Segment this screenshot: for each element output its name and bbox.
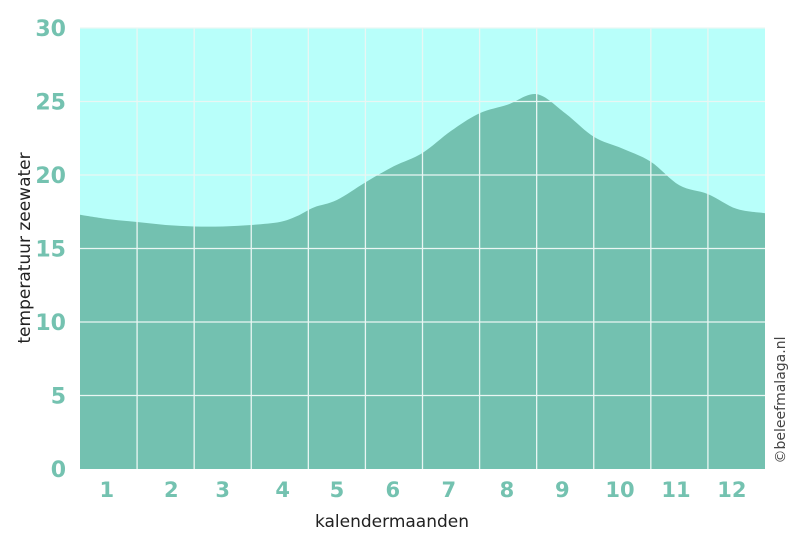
y-tick-label: 5 [51, 385, 66, 410]
x-tick-label: 12 [717, 478, 746, 502]
y-tick-label: 15 [35, 238, 66, 263]
credit-text: ©beleefmalaga.nl [773, 337, 789, 464]
x-tick-label: 2 [164, 478, 179, 502]
x-tick-label: 4 [275, 478, 290, 502]
y-tick-label: 10 [35, 311, 66, 336]
x-tick-label: 9 [555, 478, 570, 502]
x-axis-label: kalendermaanden [315, 512, 469, 532]
x-tick-label: 1 [100, 478, 115, 502]
y-tick-label: 0 [51, 458, 66, 483]
x-tick-label: 6 [386, 478, 401, 502]
x-tick-label: 7 [441, 478, 456, 502]
x-tick-label: 11 [661, 478, 690, 502]
y-axis-ticks: 0 5 10 15 20 25 30 [35, 17, 66, 483]
grid-lines [80, 27, 765, 469]
x-tick-label: 5 [330, 478, 345, 502]
y-axis-label: temperatuur zeewater [15, 152, 35, 343]
x-tick-label: 8 [500, 478, 515, 502]
x-tick-label: 3 [215, 478, 230, 502]
y-tick-label: 20 [35, 164, 66, 189]
x-axis-ticks: 1 2 3 4 5 6 7 8 9 10 11 12 [100, 478, 747, 502]
y-tick-label: 25 [35, 91, 66, 116]
x-tick-label: 10 [605, 478, 634, 502]
y-tick-label: 30 [35, 17, 66, 42]
